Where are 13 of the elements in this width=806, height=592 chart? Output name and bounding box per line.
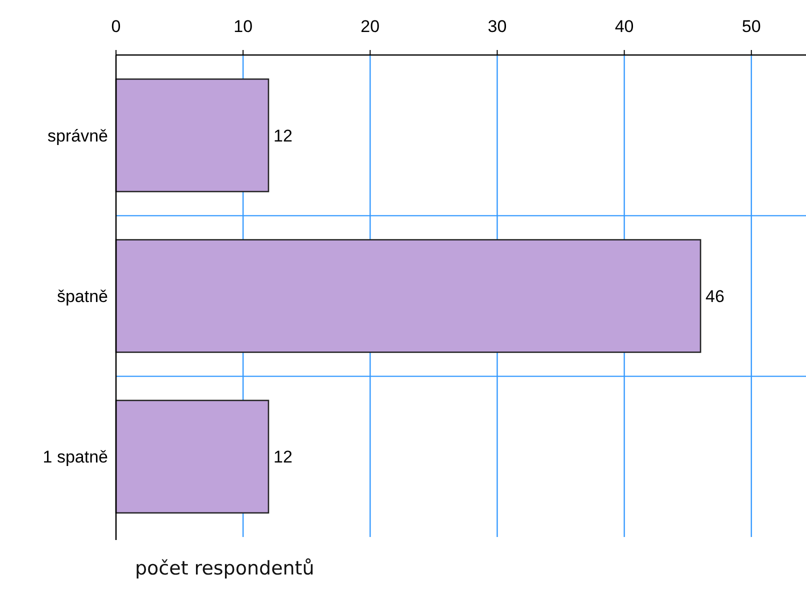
x-tick-label: 10: [234, 16, 253, 36]
x-tick-label: 0: [111, 16, 121, 36]
x-tick-label: 50: [742, 16, 761, 36]
x-axis-title: počet respondentů: [135, 558, 314, 580]
y-tick-label: správně: [48, 126, 108, 146]
x-tick-label: 20: [360, 16, 380, 36]
x-tick-label: 40: [614, 16, 634, 36]
data-label: 46: [706, 286, 724, 306]
y-tick-label: 1 spatně: [42, 448, 108, 467]
data-label: 12: [273, 448, 292, 467]
x-tick-label: 30: [488, 16, 507, 36]
y-tick-label: špatně: [56, 286, 108, 306]
data-label: 12: [273, 126, 292, 146]
